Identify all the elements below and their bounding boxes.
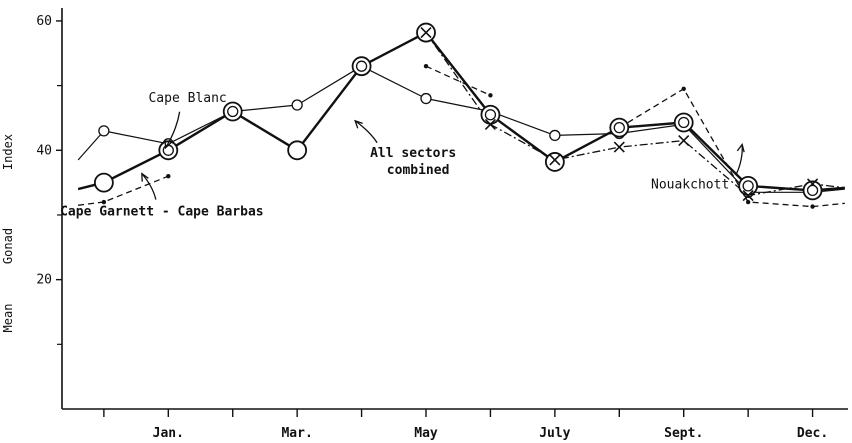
cape-garnett-point xyxy=(745,199,751,205)
all-sectors-arrow xyxy=(354,120,378,144)
cape-blanc-label: Cape Blanc xyxy=(148,91,226,106)
cape-garnett-point xyxy=(423,64,429,69)
y-tick-label: 20 xyxy=(36,273,52,288)
coincident-inner-point xyxy=(484,109,497,121)
series-line-dash-dot-cross xyxy=(425,32,845,197)
x-tick-label: May xyxy=(414,426,438,441)
cape-garnett-point xyxy=(166,173,171,179)
x-tick-label: July xyxy=(539,426,570,441)
y-axis-label: Index Gonad Mean xyxy=(1,134,15,333)
x-tick-label: Dec. xyxy=(797,426,828,441)
series-line-dashed-dot xyxy=(78,175,169,206)
nouakchott-point xyxy=(484,118,496,130)
nouakchott-point xyxy=(549,154,561,166)
coincident-inner-point xyxy=(162,144,174,156)
y-tick-label: 40 xyxy=(36,143,52,158)
series-line-dashed-dot xyxy=(425,65,491,96)
all-sectors-arrow-head xyxy=(354,119,363,129)
nouakchott-point xyxy=(742,189,754,202)
cape-blanc-arrow xyxy=(165,111,181,149)
all-sectors-label-line2: combined xyxy=(387,163,450,178)
series-markers xyxy=(93,22,823,209)
cape-garnett-arrow-head xyxy=(141,172,149,182)
cape-blanc-arrow-head xyxy=(164,139,172,150)
cape-garnett-arrow xyxy=(141,173,157,200)
cape-garnett-label: Cape Garnett - Cape Barbas xyxy=(60,205,264,220)
nouakchott-point xyxy=(613,141,625,153)
coincident-inner-point xyxy=(806,184,819,197)
cape-garnett-point xyxy=(101,199,107,205)
cape-garnett-point xyxy=(488,93,493,98)
coincident-inner-point xyxy=(678,116,690,129)
coincident-inner-point xyxy=(742,180,754,192)
y-axis-label-word: Mean xyxy=(1,304,15,333)
annotations: Cape Blanc All sectors combined Nouakchott C… xyxy=(60,91,745,220)
cape-blanc-point xyxy=(549,129,561,142)
coincident-inner-point xyxy=(613,122,625,134)
cape-garnett-point xyxy=(810,204,815,209)
cape-blanc-point xyxy=(98,125,110,137)
series-line-thick-solid-large-circle xyxy=(77,31,845,192)
all-sectors-point xyxy=(93,172,114,193)
x-tick-label: Jan. xyxy=(153,426,184,441)
nouakchott-point xyxy=(678,135,690,147)
cape-garnett-point xyxy=(681,86,686,92)
x-tick-label: Sept. xyxy=(664,426,703,441)
coincident-inner-point xyxy=(227,105,239,118)
coincident-inner-point xyxy=(355,60,368,72)
y-tick-label: 60 xyxy=(36,14,52,29)
cape-blanc-point xyxy=(291,99,303,111)
all-sectors-point xyxy=(287,140,308,161)
series-line-thin-solid-small-circle xyxy=(77,65,845,193)
nouakchott-point xyxy=(420,27,432,39)
y-axis-label-word: Index xyxy=(1,134,15,170)
cape-blanc-point xyxy=(420,92,432,105)
nouakchott-label: Nouakchott xyxy=(651,177,729,192)
series-lines xyxy=(77,31,845,208)
nouakchott-arrow-head xyxy=(736,142,745,153)
all-sectors-label-line1: All sectors xyxy=(370,146,456,161)
y-axis-label-word: Gonad xyxy=(1,228,15,264)
all-sectors-point xyxy=(544,152,565,172)
axes: 20 40 60 Jan. Mar. May July Sept. Dec. xyxy=(36,8,848,441)
x-tick-label: Mar. xyxy=(281,426,312,441)
